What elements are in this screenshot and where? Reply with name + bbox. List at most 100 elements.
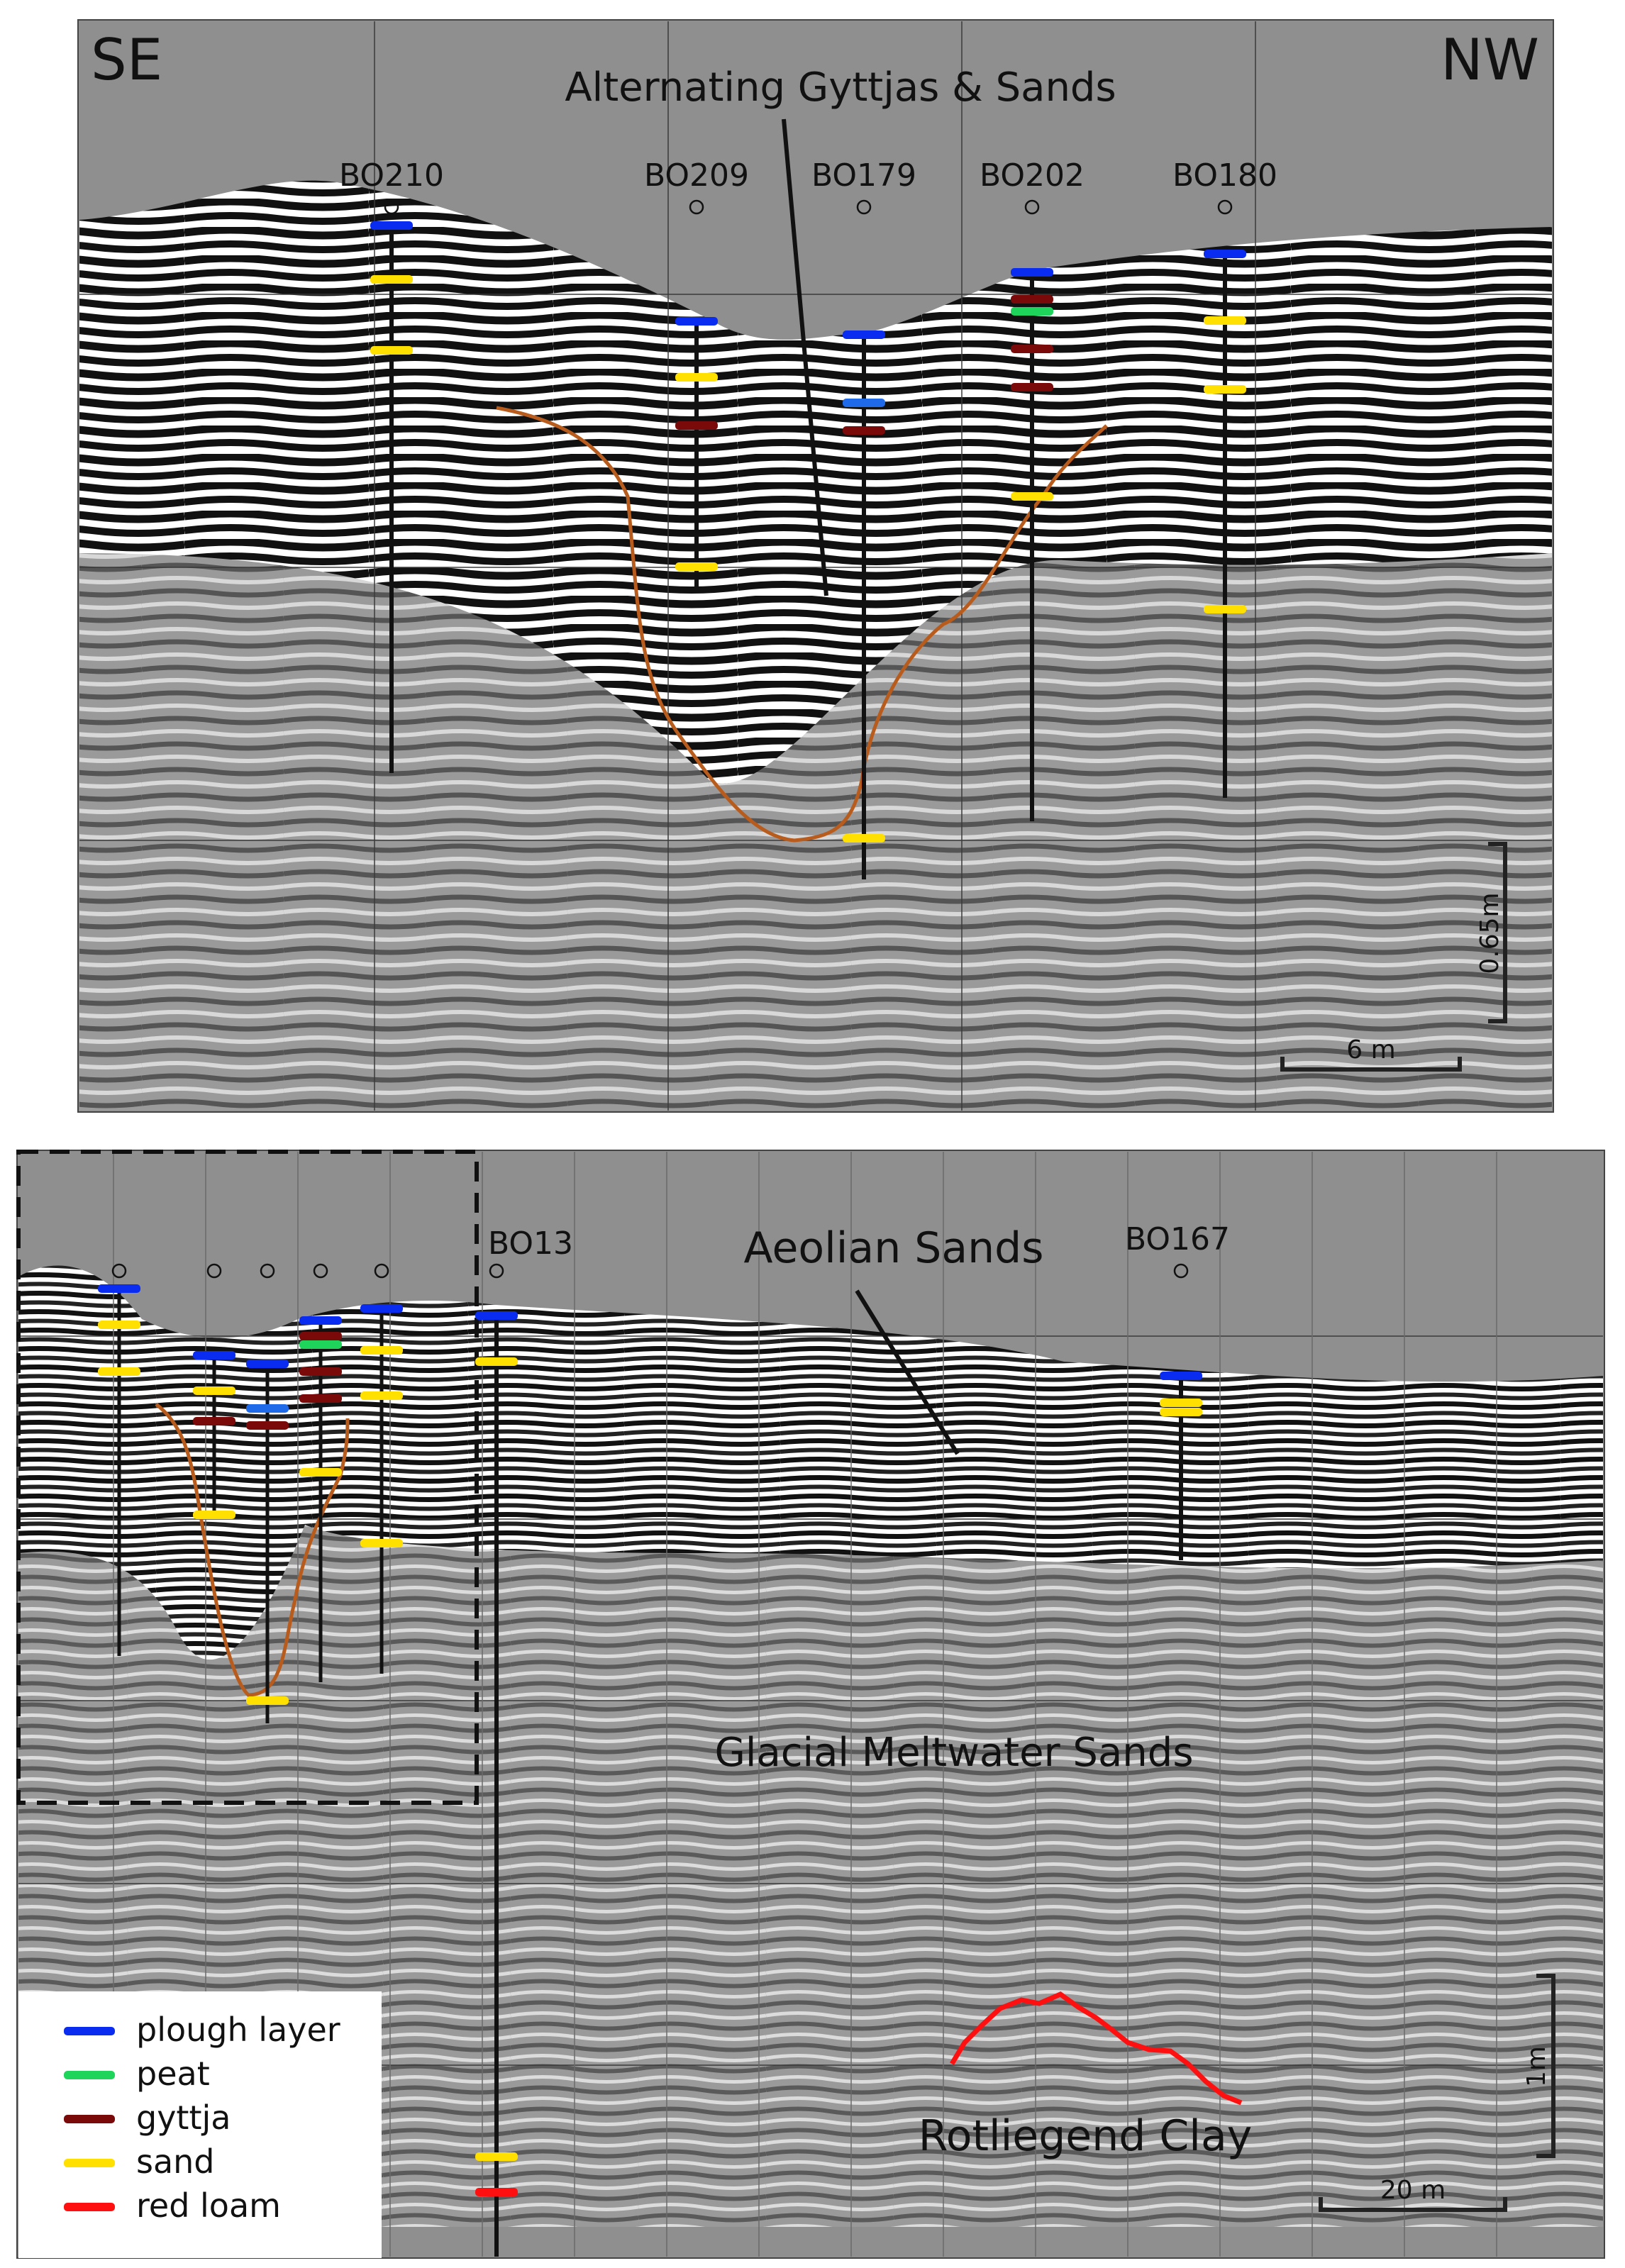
inset-borehole-2	[193, 1263, 235, 1519]
gyttja-mark	[1011, 295, 1053, 304]
legend-item-red-loam: red loam	[64, 2186, 281, 2225]
peat-mark	[1011, 307, 1053, 316]
legend-swatch	[64, 2071, 115, 2079]
borehole-label: BO180	[1172, 157, 1277, 194]
sand-mark	[299, 1468, 342, 1477]
legend-swatch	[64, 2159, 115, 2167]
legend-swatch	[64, 2027, 115, 2035]
red-loam-mark	[475, 2188, 518, 2196]
borehole-marker	[313, 1263, 328, 1279]
sand-mark	[1011, 492, 1053, 501]
channel-outline	[496, 406, 1108, 843]
plough-layer-mark	[675, 317, 718, 326]
legend-swatch	[64, 2115, 115, 2123]
legend-label: red loam	[136, 2186, 281, 2225]
plough-layer-mark	[370, 221, 413, 230]
gyttja-mark	[843, 426, 885, 435]
legend-item-sand: sand	[64, 2142, 215, 2181]
borehole-bo167: BO167	[1125, 1221, 1230, 1560]
sand-mark	[193, 1511, 235, 1519]
gyttja-sand-pointer	[782, 118, 828, 596]
plough-layer-mark	[1160, 1372, 1202, 1380]
bottom-horizontal-scale-label: 20 m	[1380, 2176, 1446, 2205]
legend-label: plough layer	[136, 2011, 340, 2049]
plough-layer-mark	[1204, 250, 1246, 258]
top-horizontal-scale-label: 6 m	[1346, 1035, 1395, 1064]
top-vertical-scale: 0.65m	[1475, 842, 1507, 1023]
borehole-label: BO13	[488, 1225, 573, 1262]
borehole-bo180: BO180	[1172, 157, 1277, 798]
direction-se-label: SE	[91, 27, 162, 93]
plough-layer-mark	[246, 1360, 289, 1368]
borehole-marker	[111, 1263, 127, 1279]
aeolian-sands-label: Aeolian Sands	[743, 1223, 1043, 1273]
plough-layer-mark	[1011, 268, 1053, 277]
sand-mark	[370, 346, 413, 355]
borehole-marker	[384, 199, 399, 215]
gyttja-mark	[1011, 383, 1053, 391]
top-vertical-scale-label: 0.65m	[1475, 892, 1504, 974]
bottom-vertical-scale: 1m	[1522, 1974, 1555, 2158]
borehole-bo209: BO209	[644, 157, 749, 592]
sand-mark	[475, 1357, 518, 1366]
plough-layer-mark	[843, 399, 885, 407]
top-unit-title: Alternating Gyttjas & Sands	[565, 65, 1116, 111]
legend-box	[18, 1991, 382, 2258]
borehole-label: BO209	[644, 157, 749, 194]
sand-mark	[370, 275, 413, 284]
bottom-vertical-scale-label: 1m	[1522, 2046, 1551, 2087]
plough-layer-mark	[475, 1311, 518, 1320]
legend-swatch	[64, 2203, 115, 2211]
plough-layer-mark	[299, 1316, 342, 1325]
inset-boreholes	[98, 1263, 403, 1723]
borehole-bo210: BO210	[339, 157, 444, 773]
sand-mark	[1204, 385, 1246, 394]
gyttja-mark	[299, 1332, 342, 1340]
borehole-marker	[1217, 199, 1233, 215]
direction-nw-label: NW	[1441, 27, 1539, 93]
meltwater-sands-label: Glacial Meltwater Sands	[714, 1730, 1193, 1776]
inset-borehole-1	[98, 1263, 140, 1656]
sand-mark	[98, 1321, 140, 1329]
borehole-label: BO202	[980, 157, 1085, 194]
sand-mark	[98, 1367, 140, 1376]
sand-mark	[843, 834, 885, 843]
top-panel: SE NW Alternating Gyttjas & Sands BO210 …	[77, 19, 1554, 1113]
legend-label: peat	[136, 2055, 210, 2093]
gyttja-mark	[299, 1394, 342, 1403]
plough-layer-mark	[360, 1304, 403, 1313]
inset-borehole-3	[246, 1263, 289, 1723]
gyttja-mark	[1011, 345, 1053, 353]
inset-borehole-5	[360, 1263, 403, 1674]
plough-layer-mark	[98, 1284, 140, 1293]
borehole-marker	[374, 1263, 389, 1279]
inset-extent-box	[16, 1150, 479, 1805]
sand-mark	[1204, 605, 1246, 613]
borehole-label: BO167	[1125, 1221, 1230, 1257]
sand-mark	[475, 2152, 518, 2161]
sand-mark	[1204, 316, 1246, 325]
borehole-marker	[1173, 1263, 1189, 1279]
sand-mark	[193, 1386, 235, 1395]
borehole-marker	[206, 1263, 222, 1279]
borehole-bo179: BO179	[811, 157, 916, 879]
plough-layer-mark	[246, 1404, 289, 1413]
aeolian-pointer	[855, 1289, 960, 1455]
borehole-marker	[856, 199, 872, 215]
legend-label: sand	[136, 2142, 215, 2181]
bottom-horizontal-scale: 20 m	[1319, 2176, 1507, 2212]
peat-mark	[299, 1340, 342, 1349]
sand-mark	[246, 1696, 289, 1705]
sand-mark	[1160, 1399, 1202, 1407]
borehole-marker	[260, 1263, 275, 1279]
rotliegend-clay-label: Rotliegend Clay	[919, 2111, 1253, 2161]
sand-mark	[675, 373, 718, 382]
borehole-marker	[689, 199, 704, 215]
sand-mark	[675, 562, 718, 571]
sand-mark	[360, 1391, 403, 1400]
legend-label: gyttja	[136, 2099, 231, 2137]
borehole-label: BO179	[811, 157, 916, 194]
top-horizontal-scale: 6 m	[1280, 1035, 1462, 1072]
gyttja-mark	[299, 1367, 342, 1376]
